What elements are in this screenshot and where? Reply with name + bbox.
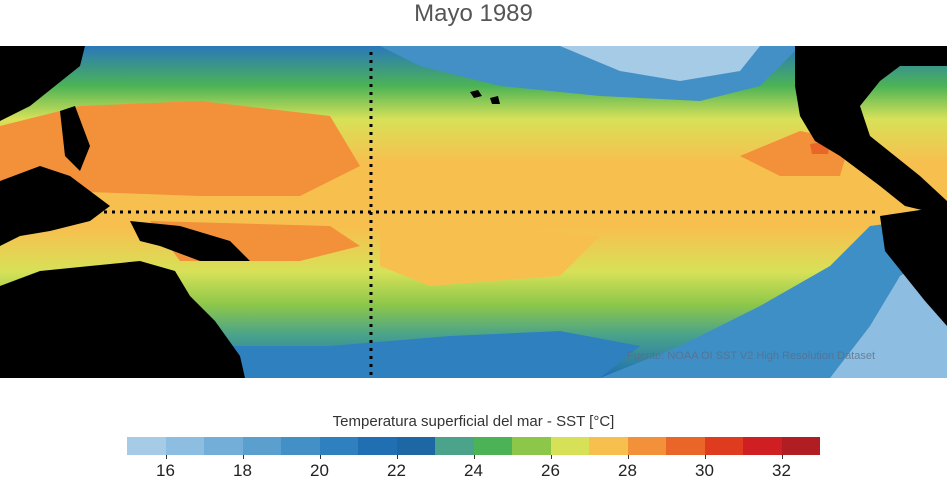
philippines-landmass [60,106,90,171]
colorbar-swatch [550,437,589,455]
colorbar-title: Temperatura superficial del mar - SST [°… [332,413,615,430]
asia-landmass [0,46,85,121]
colorbar-tick [319,455,321,459]
colorbar-tick [242,455,244,459]
colorbar-tick-label: 20 [310,461,329,480]
colorbar-swatch [435,437,474,455]
north-pacific-cold-region [560,46,760,81]
colorbar-swatch [358,437,397,455]
new-guinea-landmass [130,221,250,261]
colorbar-swatch [204,437,243,455]
colorbar-swatch [396,437,435,455]
colorbar-tick [627,455,629,459]
colorbar-tick-label: 22 [387,461,406,480]
colorbar-tick [165,455,167,459]
colorbar-swatch [512,437,551,455]
colorbar-swatch [781,437,820,455]
hawaii-islands [470,90,500,104]
north-america-landmass [795,46,947,216]
sst-map [0,46,947,378]
colorbar-swatch [666,437,705,455]
colorbar-tick [704,455,706,459]
australia-landmass [0,261,245,378]
colorbar-tick-label: 32 [772,461,791,480]
borneo-landmass [25,176,75,221]
colorbar-swatch [627,437,666,455]
colorbar-tick-label: 26 [541,461,560,480]
warm-pool-west [0,101,360,196]
colorbar-swatch [473,437,512,455]
colorbar-swatch [743,437,782,455]
colorbar-tick-label: 16 [156,461,175,480]
colorbar-swatch [242,437,281,455]
east-pacific-cold-tongue [600,216,947,378]
colorbar-swatch [165,437,204,455]
colorbar [127,437,820,455]
colorbar-tick-label: 30 [695,461,714,480]
south-pacific-cool-region [200,331,640,378]
colorbar-swatch [127,437,166,455]
colorbar-tick [781,455,783,459]
colorbar-swatch [704,437,743,455]
colorbar-swatch [281,437,320,455]
colorbar-tick-label: 24 [464,461,483,480]
colorbar-swatch [319,437,358,455]
colorbar-tick-label: 28 [618,461,637,480]
colorbar-tick [396,455,398,459]
colorbar-tick [473,455,475,459]
south-america-landmass [880,206,947,326]
data-source-credit: Fuente: NOAA OI SST V2 High Resolution D… [627,350,876,362]
central-warm-band [380,216,600,286]
colorbar-swatch [589,437,628,455]
colorbar-tick [550,455,552,459]
map-title: Mayo 1989 [414,0,533,27]
colorbar-ticks: 16 18 20 22 24 26 28 30 32 [127,455,820,480]
colorbar-tick-label: 18 [233,461,252,480]
